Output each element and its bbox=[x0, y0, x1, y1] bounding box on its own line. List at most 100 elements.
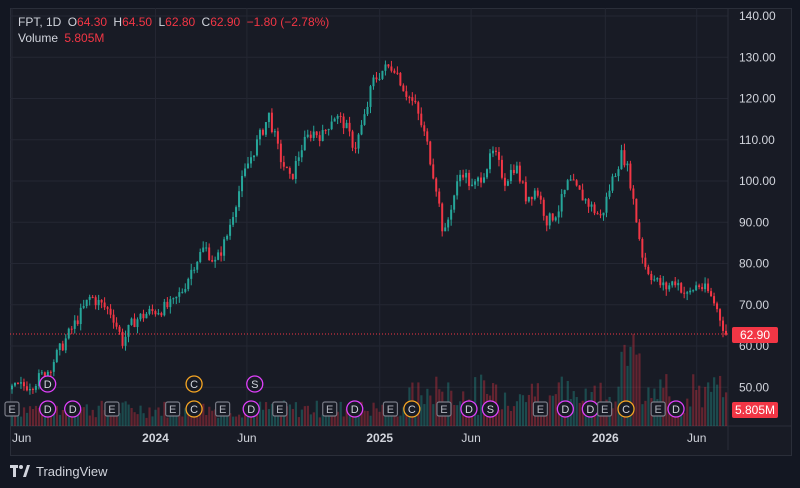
volume-bar bbox=[261, 409, 265, 426]
volume-bar bbox=[695, 389, 698, 426]
candle-body bbox=[279, 143, 282, 163]
volume-bar bbox=[211, 410, 214, 426]
event-lower-marker bbox=[346, 400, 364, 418]
candle-body bbox=[151, 308, 154, 312]
candle-body bbox=[133, 318, 136, 328]
candle-body bbox=[369, 86, 372, 107]
candle-body bbox=[677, 283, 680, 286]
volume-bar bbox=[698, 385, 701, 426]
volume-bar bbox=[178, 414, 181, 426]
candle-body bbox=[456, 181, 459, 196]
candle-body bbox=[572, 179, 575, 181]
volume-bar bbox=[515, 401, 519, 426]
volume-bar bbox=[581, 400, 584, 426]
event-lower-label: E bbox=[219, 404, 226, 416]
candle-body bbox=[321, 130, 324, 141]
event-lower-marker bbox=[481, 400, 500, 418]
candle-body bbox=[181, 291, 184, 293]
y-tick-label: 70.00 bbox=[739, 298, 769, 312]
event-lower-label: C bbox=[190, 404, 198, 416]
candle-body bbox=[506, 181, 509, 186]
candle-body bbox=[471, 184, 474, 186]
candle-body bbox=[462, 174, 465, 178]
volume-bar bbox=[330, 407, 333, 426]
candle-body bbox=[695, 285, 698, 291]
volume-bar bbox=[196, 416, 199, 426]
candle-body bbox=[118, 326, 121, 332]
candle-body bbox=[309, 134, 312, 138]
candle-body bbox=[381, 70, 384, 79]
candle-body bbox=[258, 129, 261, 140]
candle-body bbox=[342, 116, 345, 129]
candle-body bbox=[55, 350, 58, 363]
candle-body bbox=[112, 314, 115, 323]
volume-bar bbox=[106, 410, 109, 426]
candle-body bbox=[205, 247, 208, 249]
candle-body bbox=[393, 70, 396, 73]
volume-bar bbox=[548, 395, 551, 426]
candle-body bbox=[656, 278, 659, 280]
volume-bar bbox=[208, 406, 211, 426]
volume-bar bbox=[157, 407, 160, 426]
volume-bar bbox=[79, 409, 82, 426]
event-lower-marker bbox=[64, 400, 82, 418]
candle-body bbox=[474, 181, 477, 185]
volume-bar bbox=[127, 404, 130, 426]
volume-bar bbox=[11, 409, 14, 426]
candle-body bbox=[333, 118, 336, 122]
event-lower-label: E bbox=[276, 404, 283, 416]
event-lower-marker bbox=[532, 401, 548, 417]
candle-body bbox=[500, 159, 503, 178]
candle-body bbox=[217, 252, 220, 260]
candle-body bbox=[662, 282, 665, 286]
volume-bar bbox=[725, 392, 728, 426]
volume-bar bbox=[220, 409, 223, 426]
volume-bar bbox=[285, 406, 289, 426]
volume-label[interactable]: Volume bbox=[18, 31, 59, 45]
candle-body bbox=[312, 131, 315, 138]
volume-bar bbox=[34, 405, 38, 426]
volume-bar bbox=[722, 397, 725, 426]
candle-body bbox=[710, 291, 713, 297]
volume-bar bbox=[291, 408, 295, 426]
candle-body bbox=[414, 100, 417, 103]
open-value: 64.30 bbox=[77, 15, 108, 29]
candle-body bbox=[441, 203, 444, 232]
y-tick-label: 50.00 bbox=[739, 380, 769, 394]
candle-body bbox=[49, 371, 52, 373]
volume-bar bbox=[232, 416, 235, 426]
candle-body bbox=[25, 386, 28, 391]
candle-body bbox=[608, 190, 611, 197]
candle-body bbox=[497, 151, 500, 160]
candle-body bbox=[584, 199, 587, 201]
event-lower-label: D bbox=[672, 404, 680, 416]
volume-bar bbox=[121, 402, 124, 426]
candle-body bbox=[593, 204, 596, 214]
y-tick-label: 140.00 bbox=[739, 9, 776, 23]
tradingview-logo-icon[interactable] bbox=[10, 465, 30, 477]
x-tick-label: 2024 bbox=[142, 431, 169, 445]
candle-body bbox=[252, 155, 255, 158]
candle-body bbox=[674, 281, 677, 286]
candle-body bbox=[184, 289, 187, 292]
candle-body bbox=[136, 319, 139, 328]
volume-bar bbox=[190, 409, 193, 426]
candle-body bbox=[716, 303, 719, 310]
volume-bar bbox=[58, 414, 61, 426]
volume-bar bbox=[91, 409, 94, 426]
candle-body bbox=[79, 307, 82, 325]
event-lower-label: E bbox=[108, 404, 115, 416]
volume-bar bbox=[375, 408, 378, 426]
tradingview-brand[interactable]: TradingView bbox=[36, 463, 108, 479]
candle-body bbox=[273, 131, 276, 133]
candle-body bbox=[142, 313, 145, 319]
candle-body bbox=[653, 279, 656, 281]
candle-body bbox=[545, 215, 548, 226]
symbol-interval[interactable]: FPT, 1D bbox=[18, 15, 62, 29]
candle-body bbox=[560, 194, 563, 212]
candle-body bbox=[199, 251, 202, 262]
candle-body bbox=[351, 131, 354, 148]
volume-bar bbox=[61, 409, 64, 426]
event-lower-marker bbox=[185, 400, 203, 418]
